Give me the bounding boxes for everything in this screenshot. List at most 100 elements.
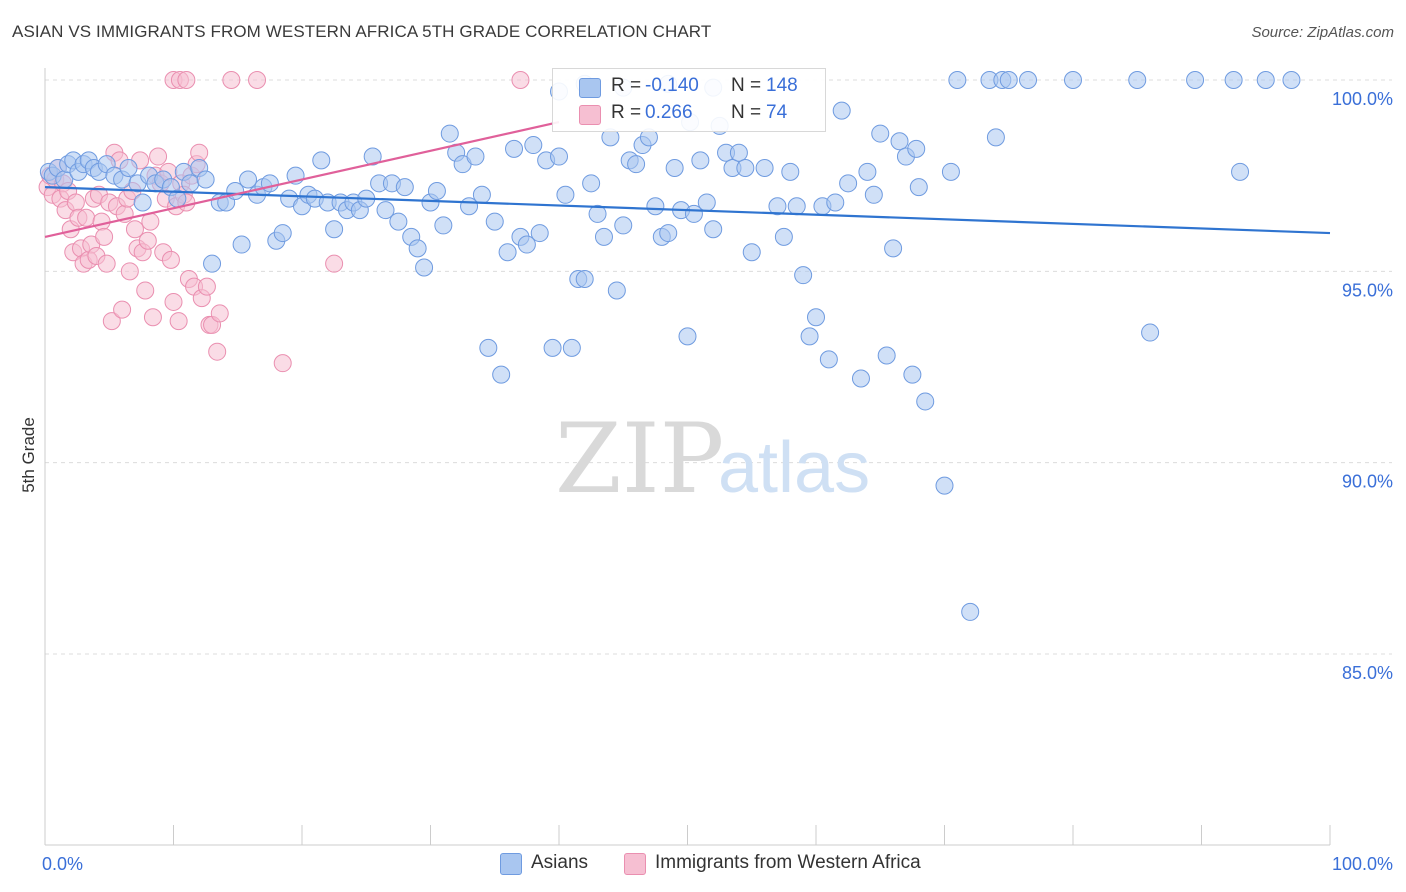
point-asians xyxy=(479,338,498,357)
point-asians xyxy=(877,346,896,365)
point-asians xyxy=(941,162,960,181)
point-asians xyxy=(260,174,279,193)
point-asians xyxy=(736,159,755,178)
watermark-atlas: atlas xyxy=(718,428,870,508)
point-asians xyxy=(588,204,607,223)
legend-n-label: N = xyxy=(731,75,762,96)
point-asians xyxy=(832,101,851,120)
point-asians xyxy=(826,193,845,212)
point-asians xyxy=(273,224,292,243)
point-asians xyxy=(133,193,152,212)
point-asians xyxy=(1224,71,1243,89)
point-asians xyxy=(800,327,819,346)
point-western-africa xyxy=(208,342,227,361)
point-western-africa xyxy=(143,308,162,327)
point-asians xyxy=(239,170,258,189)
point-western-africa xyxy=(113,300,132,319)
point-asians xyxy=(948,71,967,89)
legend-swatch-pink xyxy=(579,105,601,125)
trend-layer xyxy=(44,121,1331,238)
y-tick-label: 90.0% xyxy=(1342,472,1393,492)
stats-legend: R = -0.140 N = 148 R = 0.266 N = 74 xyxy=(552,68,826,132)
point-asians xyxy=(742,243,761,262)
point-asians xyxy=(916,392,935,411)
point-asians xyxy=(774,227,793,246)
point-asians xyxy=(325,220,344,239)
point-asians xyxy=(427,181,446,200)
point-asians xyxy=(485,212,504,231)
point-asians xyxy=(376,201,395,220)
point-western-africa xyxy=(222,71,241,89)
legend-n-label: N = xyxy=(731,102,762,123)
point-western-africa xyxy=(511,71,530,89)
point-western-africa xyxy=(197,277,216,296)
point-asians xyxy=(543,338,562,357)
point-asians xyxy=(665,159,684,178)
point-asians xyxy=(858,162,877,181)
point-asians xyxy=(781,162,800,181)
point-asians xyxy=(472,185,491,204)
point-asians xyxy=(181,174,200,193)
point-asians xyxy=(909,178,928,197)
point-asians xyxy=(408,239,427,258)
point-asians xyxy=(440,124,459,143)
point-asians xyxy=(1231,162,1250,181)
point-asians xyxy=(492,365,511,384)
point-asians xyxy=(1282,71,1301,89)
bottom-legend-western-africa: Immigrants from Western Africa xyxy=(655,852,921,873)
point-asians xyxy=(819,350,838,369)
point-asians xyxy=(1141,323,1160,342)
bottom-legend-swatch-blue xyxy=(500,853,522,875)
y-tick-label: 100.0% xyxy=(1332,89,1393,109)
point-asians xyxy=(363,147,382,166)
chart-source: Source: ZipAtlas.com xyxy=(1251,24,1394,41)
point-asians xyxy=(389,212,408,231)
point-asians xyxy=(1064,71,1082,89)
point-asians xyxy=(659,224,678,243)
point-asians xyxy=(517,235,536,254)
watermark-zip: ZIP xyxy=(555,403,724,515)
point-asians xyxy=(864,185,883,204)
point-asians xyxy=(999,71,1018,89)
point-asians xyxy=(627,155,646,174)
point-asians xyxy=(787,197,806,216)
point-asians xyxy=(466,147,485,166)
point-asians xyxy=(961,602,980,621)
point-asians xyxy=(839,174,858,193)
point-asians xyxy=(903,365,922,384)
points-western-africa xyxy=(38,71,530,373)
point-asians xyxy=(614,216,633,235)
point-asians xyxy=(434,216,453,235)
watermark: ZIP atlas xyxy=(555,403,870,515)
point-asians xyxy=(119,159,138,178)
point-western-africa xyxy=(325,254,344,273)
point-western-africa xyxy=(190,143,209,162)
point-asians xyxy=(232,235,251,254)
point-asians xyxy=(312,151,331,170)
point-asians xyxy=(794,266,813,285)
point-asians xyxy=(196,170,215,189)
point-western-africa xyxy=(138,231,157,250)
y-tick-label: 85.0% xyxy=(1342,663,1393,683)
point-asians xyxy=(498,243,517,262)
point-asians xyxy=(524,136,543,155)
point-western-africa xyxy=(177,71,196,89)
point-asians xyxy=(884,239,903,258)
legend-swatch-blue xyxy=(579,78,601,98)
point-western-africa xyxy=(92,212,111,231)
x-tick-label: 100.0% xyxy=(1332,854,1393,874)
point-asians xyxy=(697,193,716,212)
points-asians xyxy=(39,71,1301,621)
point-western-africa xyxy=(102,312,121,331)
point-asians xyxy=(575,269,594,288)
point-western-africa xyxy=(273,354,292,373)
point-asians xyxy=(986,128,1005,147)
point-western-africa xyxy=(95,227,114,246)
axis-layer: 85.0% 90.0% 95.0% 100.0% 0.0% 100.0% xyxy=(42,68,1393,874)
point-asians xyxy=(203,254,222,273)
point-asians xyxy=(395,178,414,197)
point-asians xyxy=(505,139,524,158)
bottom-legend-swatch-pink xyxy=(624,853,646,875)
point-asians xyxy=(729,143,748,162)
point-asians xyxy=(807,308,825,327)
